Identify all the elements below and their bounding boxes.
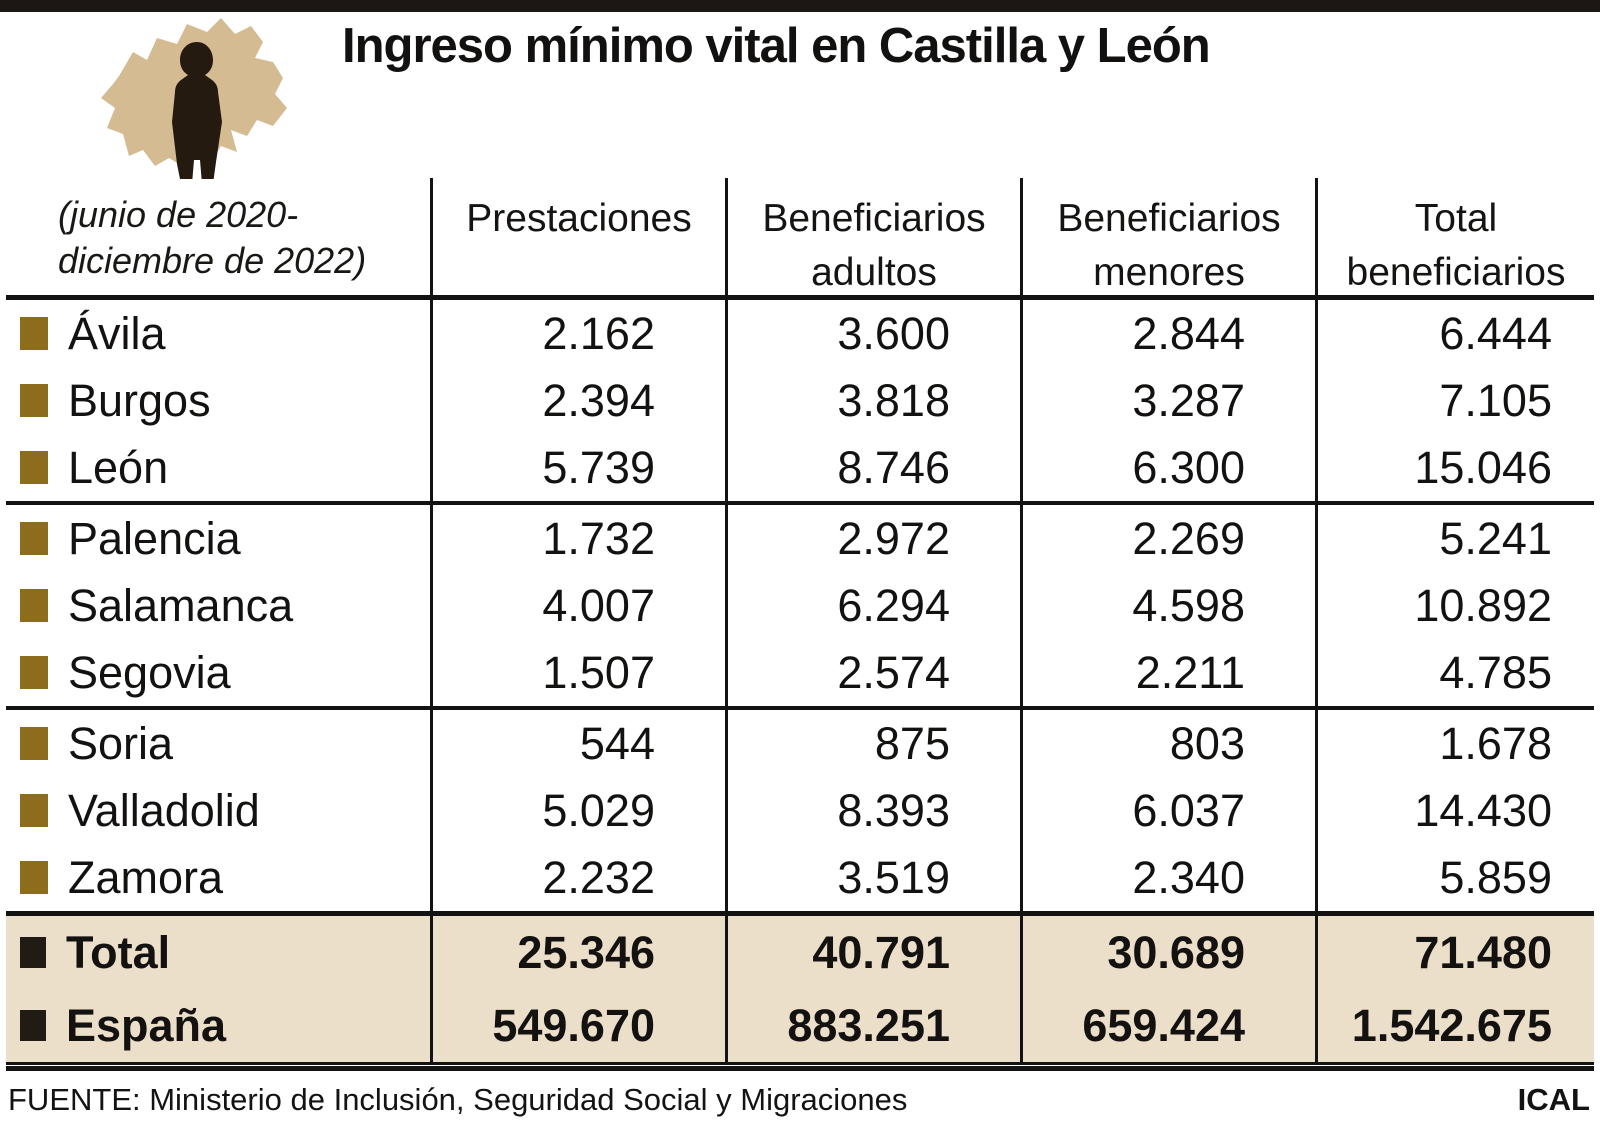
source-note: FUENTE: Ministerio de Inclusión, Segurid… <box>8 1082 908 1117</box>
column-header-beneficiarios-menores: Beneficiarios menores <box>1020 178 1315 295</box>
column-header-total-beneficiarios: Total beneficiarios <box>1315 178 1594 295</box>
table-row-salamanca: Salamanca 4.007 6.294 4.598 10.892 <box>6 572 1594 639</box>
table-totals-section: Total 25.346 40.791 30.689 71.480 España… <box>6 911 1594 1065</box>
bullet-square-icon <box>20 384 48 417</box>
column-header-beneficiarios-adultos: Beneficiarios adultos <box>725 178 1020 295</box>
bullet-square-icon <box>20 317 48 350</box>
bullet-square-icon <box>20 451 48 484</box>
bullet-square-icon <box>20 937 46 968</box>
table-group-3: Soria 544 875 803 1.678 Valladolid 5.029… <box>6 706 1594 911</box>
table-row-valladolid: Valladolid 5.029 8.393 6.037 14.430 <box>6 777 1594 844</box>
table-row-leon: León 5.739 8.746 6.300 15.046 <box>6 434 1594 501</box>
bullet-square-icon <box>20 794 48 827</box>
table-row-espana: España 549.670 883.251 659.424 1.542.675 <box>6 989 1594 1062</box>
table-group-2: Palencia 1.732 2.972 2.269 5.241 Salaman… <box>6 501 1594 706</box>
period-note: (junio de 2020- diciembre de 2022) <box>58 194 367 282</box>
table-group-1: Ávila 2.162 3.600 2.844 6.444 Burgos 2.3… <box>6 300 1594 501</box>
castilla-leon-map-child-icon <box>85 14 310 188</box>
table-row-total: Total 25.346 40.791 30.689 71.480 <box>6 916 1594 989</box>
table-row-palencia: Palencia 1.732 2.972 2.269 5.241 <box>6 505 1594 572</box>
data-table: (junio de 2020- diciembre de 2022) Prest… <box>6 178 1594 1065</box>
table-row-soria: Soria 544 875 803 1.678 <box>6 710 1594 777</box>
column-header-prestaciones: Prestaciones <box>430 178 725 295</box>
bullet-square-icon <box>20 522 48 555</box>
bullet-square-icon <box>20 656 48 689</box>
table-header-row: (junio de 2020- diciembre de 2022) Prest… <box>6 178 1594 300</box>
footer-divider <box>6 1066 1594 1071</box>
footer: FUENTE: Ministerio de Inclusión, Segurid… <box>8 1082 1594 1118</box>
bullet-square-icon <box>20 1010 46 1041</box>
child-bag <box>177 126 192 150</box>
bullet-square-icon <box>20 727 48 760</box>
top-bar <box>0 0 1600 12</box>
table-row-segovia: Segovia 1.507 2.574 2.211 4.785 <box>6 639 1594 706</box>
agency-credit: ICAL <box>1517 1082 1590 1117</box>
page-title: Ingreso mínimo vital en Castilla y León <box>342 19 1211 73</box>
bullet-square-icon <box>20 861 48 894</box>
table-row-zamora: Zamora 2.232 3.519 2.340 5.859 <box>6 844 1594 911</box>
child-silhouette <box>172 42 222 188</box>
table-row-burgos: Burgos 2.394 3.818 3.287 7.105 <box>6 367 1594 434</box>
table-row-avila: Ávila 2.162 3.600 2.844 6.444 <box>6 300 1594 367</box>
bullet-square-icon <box>20 589 48 622</box>
